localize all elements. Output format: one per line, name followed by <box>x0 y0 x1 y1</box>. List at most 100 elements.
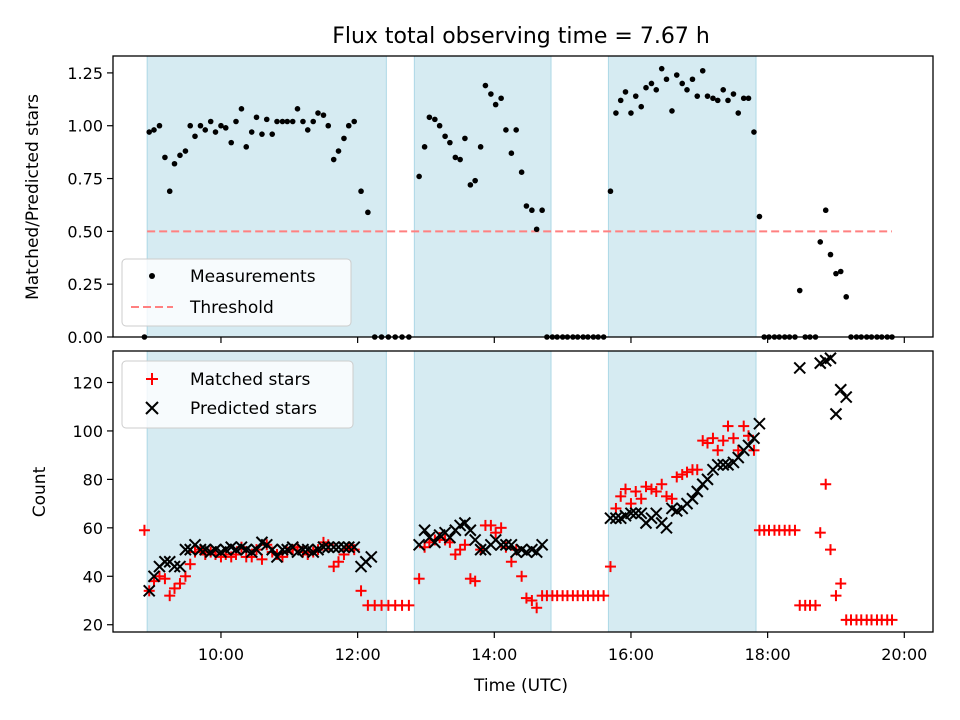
measurement-point <box>233 118 239 125</box>
predicted-stars-point <box>143 584 156 598</box>
matched-stars-point <box>681 466 693 478</box>
measurement-point <box>822 207 829 214</box>
matched-stars-point <box>789 524 801 536</box>
matched-stars-point <box>490 527 502 539</box>
predicted-stars-point <box>147 570 161 583</box>
matched-stars-point <box>809 599 821 611</box>
measurement-point <box>421 144 428 150</box>
matched-stars-point <box>717 435 729 447</box>
matched-stars-point <box>413 573 425 585</box>
measurement-point <box>146 129 153 135</box>
measurement-point <box>673 72 680 78</box>
measurement-point <box>300 118 306 125</box>
x-axis-label: Time (UTC) <box>473 676 568 696</box>
predicted-stars-point <box>609 511 623 525</box>
matched-stars-point <box>640 481 652 493</box>
predicted-stars-point <box>474 543 487 556</box>
bottom-y-axis-label: Count <box>30 466 50 517</box>
predicted-stars-point <box>296 543 310 556</box>
bottom-x-ticks: 10:00 12:00 14:00 16:00 18:00 20:00 <box>198 632 927 664</box>
predicted-stars-point <box>179 543 192 556</box>
matched-stars-point <box>174 578 186 590</box>
measurement-point <box>529 207 535 214</box>
predicted-stars-point <box>428 536 442 549</box>
measurement-point <box>259 131 265 137</box>
predicted-stars-point <box>158 555 172 568</box>
bottom-legend-box <box>121 360 354 429</box>
matched-stars-point <box>671 471 683 483</box>
y-tick-label: 60 <box>83 519 103 538</box>
bottom-y-ticks: 20 40 60 80 100 120 <box>72 373 113 635</box>
predicted-stars-point <box>624 507 638 520</box>
measurement-point <box>358 188 364 195</box>
measurement-point <box>648 80 655 87</box>
top-y-axis-label: Matched/Predicted stars <box>23 94 43 300</box>
matched-stars-point <box>459 539 471 551</box>
predicted-stars-point <box>365 550 378 564</box>
predicted-stars-point <box>332 541 345 554</box>
matched-stars-point <box>138 524 150 536</box>
measurement-point <box>628 110 634 116</box>
top-y-ticks: 0.00 0.25 0.50 0.75 1.00 1.25 <box>67 64 113 347</box>
matched-stars-point <box>454 544 466 556</box>
predicted-stars-point <box>468 533 482 547</box>
measurement-point <box>310 118 317 125</box>
measurement-point <box>151 127 157 133</box>
measurement-point <box>714 97 721 104</box>
measurement-point <box>710 95 716 102</box>
observing-interval <box>413 55 552 338</box>
measurement-point <box>613 110 619 116</box>
matched-stars-point <box>707 432 719 444</box>
measurement-point <box>492 101 499 108</box>
measurement-point <box>315 110 321 116</box>
matched-stars-point <box>355 585 367 597</box>
measurement-point <box>330 156 337 163</box>
matched-stars-point <box>738 420 750 432</box>
matched-stars-point <box>516 570 528 582</box>
y-tick-label: 100 <box>72 422 103 441</box>
measurement-point <box>704 93 711 99</box>
y-tick-label: 0.75 <box>67 170 103 189</box>
predicted-stars-point <box>194 543 207 556</box>
matched-stars-point <box>886 614 898 626</box>
predicted-stars-point <box>173 560 187 573</box>
matched-stars-point <box>712 444 724 456</box>
bottom-panel: 20 40 60 80 100 120 10:00 12:00 14:00 16:00 18:00… <box>30 350 934 696</box>
matched-stars-point <box>702 437 713 449</box>
measurement-point <box>725 97 731 104</box>
y-tick-label: 0.25 <box>67 275 103 294</box>
matched-stars-point <box>656 478 668 490</box>
matched-stars-legend-label: Matched stars <box>190 370 310 390</box>
predicted-stars-point <box>650 507 663 520</box>
y-tick-label: 0.50 <box>67 222 103 241</box>
chart-title: Flux total observing time = 7.67 h <box>332 24 710 49</box>
measurement-point <box>426 114 433 121</box>
matched-stars-point <box>328 561 340 573</box>
measurement-point <box>720 87 727 93</box>
measurement-point <box>177 152 183 159</box>
measurement-point <box>740 95 747 102</box>
measurement-point <box>632 93 639 99</box>
measurement-point <box>263 116 270 123</box>
predicted-stars-point <box>701 473 714 486</box>
measurement-point <box>689 76 696 83</box>
measurement-point <box>503 127 509 133</box>
measurements-legend-marker <box>149 273 155 279</box>
measurement-point <box>284 118 291 125</box>
measurement-point <box>643 84 649 91</box>
predicted-stars-point <box>276 543 289 556</box>
predicted-stars-point <box>629 507 642 520</box>
measurement-point <box>457 156 463 163</box>
matched-stars-point <box>403 599 415 611</box>
matched-stars-point <box>153 570 165 582</box>
x-tick-label: 10:00 <box>198 645 244 664</box>
predicted-stars-point <box>742 439 755 452</box>
measurement-point <box>345 122 352 129</box>
predicted-stars-point <box>711 458 724 472</box>
predicted-stars-point <box>505 538 518 552</box>
measurement-point <box>341 135 347 142</box>
measurement-point <box>197 122 204 129</box>
predicted-stars-series <box>143 352 853 598</box>
predicted-stars-point <box>834 383 847 396</box>
measurement-point <box>518 169 525 176</box>
